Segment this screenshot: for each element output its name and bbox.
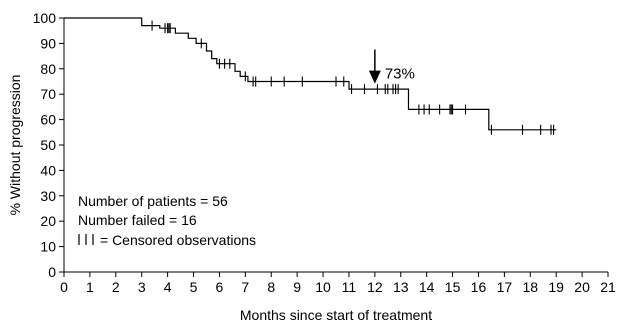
y-axis-label: % Without progression [7, 75, 23, 216]
y-tick-label: 30 [40, 188, 56, 204]
y-tick-label: 90 [40, 35, 56, 51]
y-tick-label: 80 [40, 61, 56, 77]
x-tick-label: 21 [600, 279, 616, 295]
x-tick-label: 6 [216, 279, 224, 295]
x-tick-label: 12 [367, 279, 383, 295]
y-tick-label: 40 [40, 162, 56, 178]
x-axis-label: Months since start of treatment [240, 307, 432, 323]
x-tick-label: 9 [293, 279, 301, 295]
censor-legend-symbol [78, 234, 94, 245]
x-tick-label: 18 [522, 279, 538, 295]
x-tick-label: 10 [315, 279, 331, 295]
x-tick-label: 3 [138, 279, 146, 295]
x-tick-label: 1 [86, 279, 94, 295]
note-patients: Number of patients = 56 [78, 193, 228, 209]
x-tick-label: 19 [548, 279, 564, 295]
note-censored: = Censored observations [100, 232, 256, 248]
x-tick-label: 14 [419, 279, 435, 295]
x-tick-label: 5 [190, 279, 198, 295]
x-tick-label: 11 [342, 279, 357, 295]
x-tick-label: 16 [471, 279, 487, 295]
survival-curve [64, 17, 557, 131]
x-tick-label: 20 [574, 279, 590, 295]
y-tick-label: 70 [40, 86, 56, 102]
x-tick-label: 13 [393, 279, 409, 295]
x-tick-label: 4 [164, 279, 172, 295]
y-tick-label: 0 [48, 264, 56, 280]
legend-notes: Number of patients = 56 Number failed = … [78, 193, 256, 248]
y-tick-label: 50 [40, 137, 56, 153]
annotation-73-percent: 73% [368, 49, 415, 84]
x-axis-ticks: 0 1 2 3 4 5 6 7 8 9 10 11 12 13 14 15 16 17 18 19 20 21 [60, 272, 616, 295]
x-tick-label: 2 [112, 279, 120, 295]
arrow-head [368, 70, 381, 84]
x-tick-label: 15 [445, 279, 461, 295]
y-tick-label: 10 [40, 239, 56, 255]
y-tick-label: 20 [40, 213, 56, 229]
y-tick-label: 60 [40, 112, 56, 128]
y-axis-ticks: 0 10 20 30 40 50 60 70 80 90 100 [33, 10, 64, 280]
y-tick-label: 100 [33, 10, 57, 26]
note-failed: Number failed = 16 [78, 212, 197, 228]
censored-marks [151, 20, 555, 135]
x-tick-label: 7 [241, 279, 249, 295]
annotation-label: 73% [385, 66, 415, 83]
x-tick-label: 8 [267, 279, 275, 295]
x-tick-label: 17 [497, 279, 513, 295]
x-tick-label: 0 [60, 279, 68, 295]
